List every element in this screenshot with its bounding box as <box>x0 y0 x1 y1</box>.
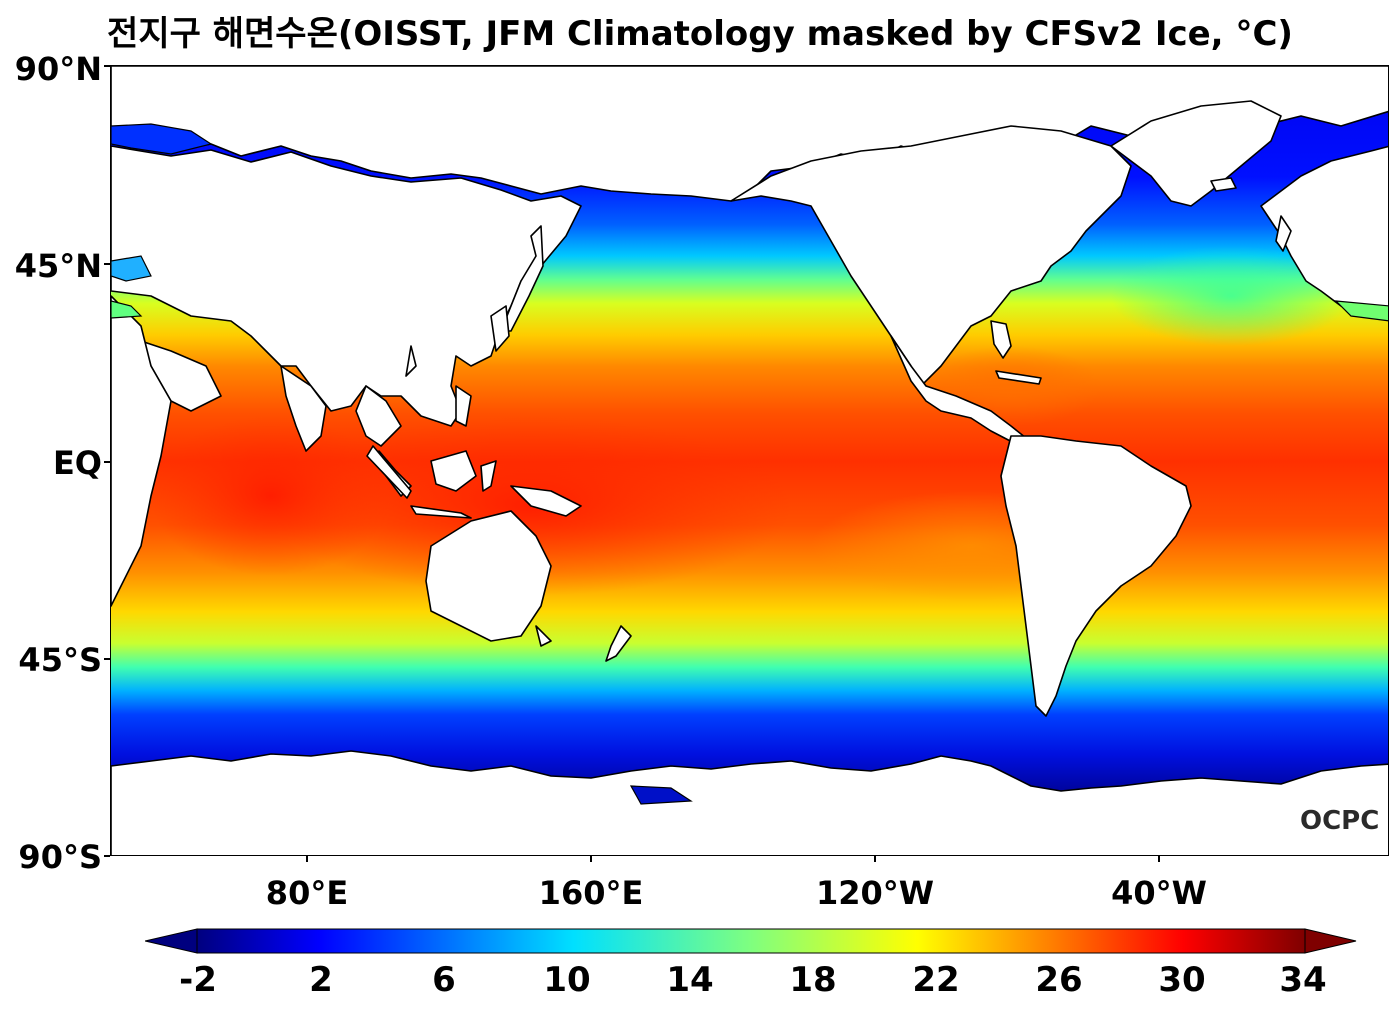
ocpc-logo: OCPC <box>1300 806 1380 836</box>
lon-label-80e: 80°E <box>265 874 349 912</box>
map-panel <box>110 65 1389 856</box>
lon-tick-160e <box>590 856 592 862</box>
lon-label-120w: 120°W <box>815 874 935 912</box>
lat-tick-eq <box>104 461 110 463</box>
colorbar-tick: 30 <box>1158 960 1206 1000</box>
colorbar-tick: 18 <box>789 960 837 1000</box>
colorbar <box>145 928 1357 954</box>
colorbar-tick: -2 <box>179 960 217 1000</box>
colorbar-tick: 6 <box>432 960 456 1000</box>
lat-label-eq: EQ <box>52 444 102 482</box>
mediterranean-west <box>1334 300 1388 322</box>
lon-label-40w: 40°W <box>1111 874 1207 912</box>
colorbar-tick: 10 <box>543 960 591 1000</box>
colorbar-tick: 34 <box>1279 960 1327 1000</box>
colorbar-tick: 14 <box>666 960 714 1000</box>
lat-tick-90s <box>104 855 110 857</box>
lat-label-45s: 45°S <box>18 641 102 679</box>
land-coastlines <box>111 66 1388 855</box>
lat-label-90n: 90°N <box>14 50 102 88</box>
colorbar-extend-min <box>145 928 198 954</box>
lon-tick-120w <box>874 856 876 862</box>
lon-label-160e: 160°E <box>538 874 644 912</box>
colorbar-tick: 26 <box>1035 960 1083 1000</box>
colorbar-tick: 2 <box>309 960 333 1000</box>
colorbar-tick: 22 <box>912 960 960 1000</box>
mediterranean-east <box>111 300 143 319</box>
lat-tick-90n <box>104 65 110 67</box>
lon-tick-40w <box>1158 856 1160 862</box>
lat-label-90s: 90°S <box>18 838 102 876</box>
lat-tick-45s <box>104 658 110 660</box>
map-title: 전지구 해면수온(OISST, JFM Climatology masked b… <box>107 14 1293 54</box>
colorbar-gradient <box>196 928 1306 954</box>
black-sea <box>111 255 152 282</box>
lon-tick-80e <box>306 856 308 862</box>
colorbar-extend-max <box>1304 928 1357 954</box>
lat-tick-45n <box>104 263 110 265</box>
ross-sea <box>629 785 693 805</box>
lat-label-45n: 45°N <box>14 247 102 285</box>
barents-sea <box>111 123 213 155</box>
sst-map <box>111 66 1388 855</box>
